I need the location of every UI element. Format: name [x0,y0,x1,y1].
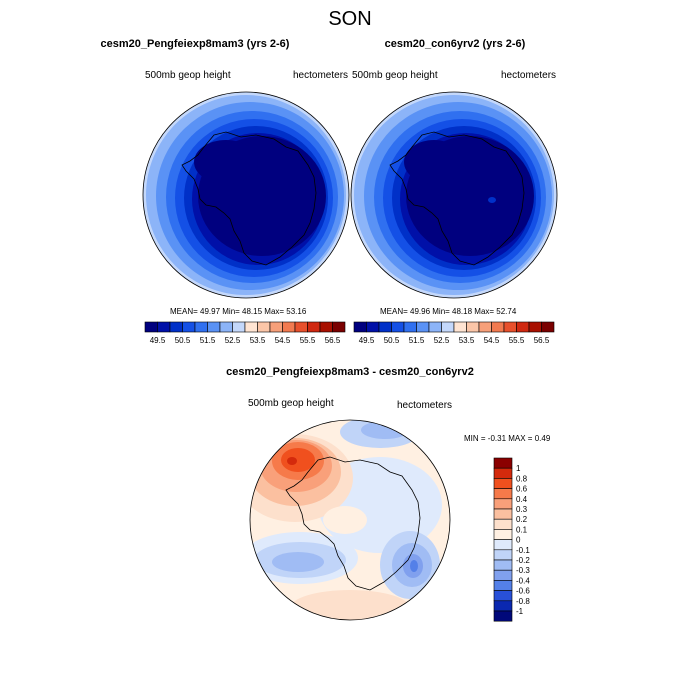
panel-b-stats: MEAN= 49.96 Min= 48.18 Max= 52.74 [380,307,517,316]
colorbar-swatch [493,498,513,510]
colorbar-tick-label: 54.5 [484,336,500,345]
colorbar-swatch [332,321,346,333]
colorbar-tick-label: -0.1 [516,546,530,555]
colorbar-swatch [493,569,513,581]
diff-units-label: hectometers [397,400,453,411]
colorbar-swatch [441,321,455,333]
diff-map [249,419,451,621]
colorbar-tick-label: 51.5 [200,336,216,345]
colorbar-tick-label: 55.5 [300,336,316,345]
colorbar-swatch [257,321,271,333]
colorbar-tick-label: 1 [516,464,521,473]
colorbar-swatch [493,539,513,551]
colorbar-swatch [219,321,233,333]
colorbar-swatch [157,321,171,333]
colorbar-swatch [416,321,430,333]
colorbar-tick-label: 49.5 [150,336,166,345]
colorbar-swatch [541,321,555,333]
colorbar-tick-label: 0.2 [516,515,528,524]
colorbar-tick-label: 50.5 [384,336,400,345]
colorbar-swatch [493,518,513,530]
colorbar-swatch [182,321,196,333]
colorbar-swatch [294,321,308,333]
colorbar-tick-label: 0.1 [516,525,528,534]
colorbar-swatch [491,321,505,333]
colorbar-tick-label: 52.5 [225,336,241,345]
colorbar-swatch [493,508,513,520]
colorbar-tick-label: 49.5 [359,336,375,345]
colorbar-tick-label: 0.3 [516,505,528,514]
figure-title: SON [328,8,372,30]
panel-b-title: cesm20_con6yrv2 (yrs 2-6) [384,38,526,50]
colorbar-tick-label: -0.3 [516,566,530,575]
colorbar-tick-label: 51.5 [409,336,425,345]
colorbar-swatch [244,321,258,333]
colorbar-swatch [493,467,513,479]
colorbar-tick-label: 53.5 [250,336,266,345]
colorbar-tick-label: 0.8 [516,474,528,483]
colorbar-swatch [493,580,513,591]
colorbar-swatch [366,321,380,333]
colorbar-swatch [269,321,283,333]
colorbar-tick-label: 50.5 [175,336,191,345]
colorbar-panel-b: 49.5 50.5 51.5 52.5 53.5 54.5 55.5 56.5 [353,321,555,345]
diff-panel-title: cesm20_Pengfeiexp8mam3 - cesm20_con6yrv2 [226,366,474,378]
colorbar-swatch [307,321,321,333]
colorbar-swatch [493,610,513,622]
colorbar-swatch [493,488,513,500]
colorbar-tick-label: 53.5 [459,336,475,345]
colorbar-tick-label: -0.4 [516,576,530,585]
colorbar-swatch [493,478,513,489]
colorbar-tick-label: -0.2 [516,556,530,565]
colorbar-swatch [493,600,513,612]
diff-stats: MIN = -0.31 MAX = 0.49 [464,434,551,443]
colorbar-swatch [493,549,513,561]
colorbar-swatch [466,321,480,333]
colorbar-swatch [232,321,246,333]
colorbar-swatch [503,321,517,333]
colorbar-swatch [194,321,208,333]
colorbar-swatch [144,321,158,333]
colorbar-tick-label: 0.6 [516,485,528,494]
colorbar-swatch [169,321,183,333]
colorbar-tick-label: 0 [516,536,521,545]
colorbar-tick-label: -0.6 [516,587,530,596]
colorbar-tick-label: -1 [516,607,524,616]
colorbar-swatch [207,321,221,333]
colorbar-swatch [453,321,467,333]
colorbar-tick-label: 56.5 [325,336,341,345]
colorbar-swatch [528,321,542,333]
colorbar-tick-label: 54.5 [275,336,291,345]
colorbar-swatch [493,457,513,469]
panel-a-units-label: hectometers [293,70,349,81]
colorbar-swatch [391,321,405,333]
colorbar-tick-label: 52.5 [434,336,450,345]
panel-b-map [350,91,558,299]
colorbar-tick-label: -0.8 [516,597,530,606]
colorbar-swatch [493,559,513,571]
panel-a-title: cesm20_Pengfeiexp8mam3 (yrs 2-6) [100,38,290,50]
colorbar-swatch [319,321,333,333]
colorbar-swatch [428,321,442,333]
diff-left-label: 500mb geop height [248,398,334,409]
colorbar-swatch [493,529,513,540]
colorbar-swatch [493,590,513,602]
panel-a-map [142,91,350,299]
colorbar-tick-label: 56.5 [534,336,550,345]
colorbar-swatch [378,321,392,333]
colorbar-tick-label: 55.5 [509,336,525,345]
colorbar-swatch [478,321,492,333]
panel-b-left-label: 500mb geop height [352,70,438,81]
colorbar-swatch [353,321,367,333]
colorbar-swatch [282,321,296,333]
panel-b-units-label: hectometers [501,70,557,81]
colorbar-diff: 10.8 0.60.40.30.20.1 0-0.1-0.2-0.3-0.4 -0.6… [493,457,530,622]
panel-a-stats: MEAN= 49.97 Min= 48.15 Max= 53.16 [170,307,307,316]
panel-a-left-label: 500mb geop height [145,70,231,81]
colorbar-tick-label: 0.4 [516,495,528,504]
colorbar-swatch [403,321,417,333]
colorbar-panel-a: 49.5 50.5 51.5 52.5 53.5 54.5 55.5 56.5 [144,321,346,345]
colorbar-swatch [516,321,530,333]
